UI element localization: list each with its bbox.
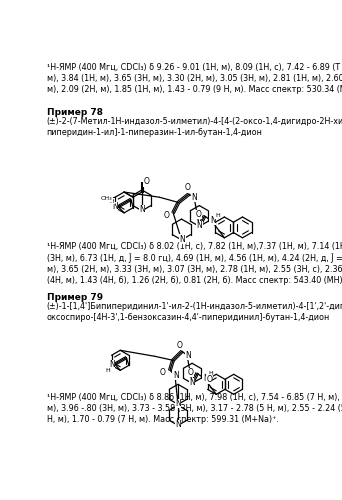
Text: H: H bbox=[106, 368, 110, 373]
Text: ¹H-ЯМР (400 Мгц, CDCl₃) δ 9.26 - 9.01 (1Н, м), 8.09 (1Н, с), 7.42 - 6.89 (Т Н, м: ¹H-ЯМР (400 Мгц, CDCl₃) δ 9.26 - 9.01 (1… bbox=[47, 63, 342, 94]
Text: H: H bbox=[215, 214, 220, 218]
Text: N: N bbox=[139, 206, 145, 214]
Text: N: N bbox=[196, 221, 202, 230]
Text: N: N bbox=[191, 193, 197, 202]
Text: CH₃: CH₃ bbox=[101, 196, 113, 202]
Text: (±)-2-(7-Метил-1Н-индазол-5-илметил)-4-[4-(2-оксо-1,4-дигидро-2Н-хиназолин-3-ил): (±)-2-(7-Метил-1Н-индазол-5-илметил)-4-[… bbox=[47, 117, 342, 137]
Text: (±)-1-[1,4']Бипиперидинил-1'-ил-2-(1Н-индазол-5-илметил)-4-[1',2'-дигидро-2'-
ок: (±)-1-[1,4']Бипиперидинил-1'-ил-2-(1Н-ин… bbox=[47, 302, 342, 322]
Text: N: N bbox=[175, 420, 181, 429]
Text: H: H bbox=[109, 199, 114, 204]
Text: O: O bbox=[206, 375, 212, 384]
Text: N: N bbox=[180, 234, 185, 244]
Text: N: N bbox=[185, 351, 191, 360]
Text: O: O bbox=[177, 340, 183, 349]
Text: ¹H-ЯМР (400 Мгц, CDCl₃) δ 8.02 (1Н, с), 7.82 (1Н, м),7.37 (1Н, м), 7.14 (1Н, м),: ¹H-ЯМР (400 Мгц, CDCl₃) δ 8.02 (1Н, с), … bbox=[47, 242, 342, 286]
Text: O: O bbox=[164, 210, 170, 220]
Text: O: O bbox=[188, 368, 194, 377]
Text: N: N bbox=[175, 399, 181, 408]
Text: O: O bbox=[160, 368, 166, 377]
Text: ¹H-ЯМР (400 Мгц, CDCl₃) δ 8.86 (1Н, м), 7.98 (1Н, с), 7.54 - 6.85 (7 Н, м), 4.73: ¹H-ЯМР (400 Мгц, CDCl₃) δ 8.86 (1Н, м), … bbox=[47, 392, 342, 424]
Text: N: N bbox=[189, 378, 195, 387]
Text: N: N bbox=[210, 216, 215, 225]
Text: Пример 78: Пример 78 bbox=[47, 108, 103, 116]
Text: O: O bbox=[195, 210, 201, 219]
Text: N: N bbox=[112, 202, 118, 211]
Text: N: N bbox=[109, 360, 115, 370]
Text: O: O bbox=[184, 184, 190, 192]
Text: O: O bbox=[144, 177, 149, 186]
Text: H: H bbox=[208, 371, 213, 376]
Text: Пример 79: Пример 79 bbox=[47, 292, 103, 302]
Text: N: N bbox=[173, 371, 179, 380]
Text: N: N bbox=[203, 374, 209, 383]
